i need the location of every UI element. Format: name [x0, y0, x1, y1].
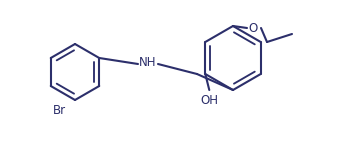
Text: Br: Br [53, 104, 66, 117]
Text: NH: NH [139, 55, 157, 69]
Text: OH: OH [200, 94, 218, 107]
Text: O: O [249, 21, 258, 35]
